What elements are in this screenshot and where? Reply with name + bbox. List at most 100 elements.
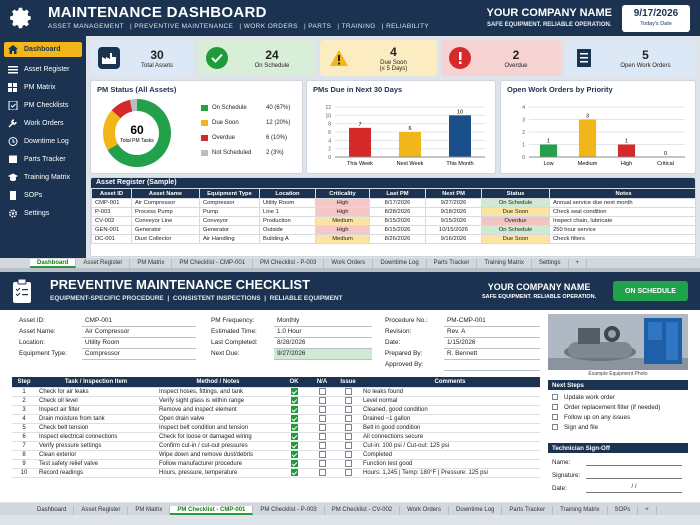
sheet-tab[interactable]: Dashboard <box>30 259 77 268</box>
nav-parts[interactable]: PARTS <box>308 23 332 30</box>
sheet-tab[interactable]: PM Matrix <box>128 506 171 515</box>
issue-checkbox[interactable] <box>344 441 352 449</box>
sidebar-item-pm-matrix[interactable]: PM Matrix <box>4 80 82 95</box>
ok-checkbox[interactable] <box>290 405 298 413</box>
form-value[interactable]: 1.0 Hour <box>274 326 372 338</box>
nav-preventive-maintenance[interactable]: PREVENTIVE MAINTENANCE <box>134 23 234 30</box>
na-checkbox[interactable] <box>318 414 326 422</box>
signoff-date-field[interactable]: / / <box>586 484 682 493</box>
form-value[interactable]: PM-CMP-001 <box>444 315 540 327</box>
form-value[interactable]: 8/28/2026 <box>274 337 372 349</box>
issue-checkbox[interactable] <box>344 468 352 476</box>
form-value[interactable]: Rev. A <box>444 326 540 338</box>
table-row[interactable]: GEN-001 Generator Generator Outside High 8/15… <box>91 225 695 235</box>
sidebar-item-dashboard[interactable]: Dashboard <box>4 42 82 57</box>
form-value[interactable]: CMP-001 <box>82 315 196 327</box>
sheet-tab[interactable]: SOPs <box>608 506 639 515</box>
sidebar-item-downtime-log[interactable]: Downtime Log <box>4 134 82 149</box>
na-checkbox[interactable] <box>318 387 326 395</box>
na-checkbox[interactable] <box>318 423 326 431</box>
na-checkbox[interactable] <box>318 441 326 449</box>
ok-checkbox[interactable] <box>290 414 298 422</box>
issue-checkbox[interactable] <box>344 423 352 431</box>
issue-checkbox[interactable] <box>344 405 352 413</box>
na-checkbox[interactable] <box>318 450 326 458</box>
sheet-tab[interactable]: PM Checklist - P-003 <box>253 506 325 515</box>
issue-checkbox[interactable] <box>344 387 352 395</box>
next-step-checkbox[interactable] <box>552 394 558 400</box>
form-value[interactable]: R. Bennett <box>444 348 540 360</box>
sheet-tab[interactable]: Parts Tracker <box>502 506 554 515</box>
sheet-tab[interactable]: + <box>638 506 657 515</box>
form-value[interactable]: 1/15/2026 <box>444 337 540 349</box>
issue-checkbox[interactable] <box>344 414 352 422</box>
comments[interactable]: Completed <box>360 450 540 460</box>
sheet-tab[interactable]: Settings <box>532 259 569 268</box>
sheet-tab[interactable]: PM Checklist - CMP-001 <box>172 259 254 268</box>
sidebar-item-parts-tracker[interactable]: Parts Tracker <box>4 152 82 167</box>
issue-checkbox[interactable] <box>344 432 352 440</box>
form-value[interactable]: 9/27/2026 <box>274 348 372 360</box>
ok-checkbox[interactable] <box>290 432 298 440</box>
na-checkbox[interactable] <box>318 396 326 404</box>
form-value[interactable] <box>444 359 540 371</box>
nav-training[interactable]: TRAINING <box>341 23 376 30</box>
sheet-tab[interactable]: Downtime Log <box>373 259 427 268</box>
nav-work-orders[interactable]: WORK ORDERS <box>243 23 298 30</box>
sheet-tab[interactable]: Downtime Log <box>449 506 503 515</box>
form-value[interactable]: Utility Room <box>82 337 196 349</box>
issue-checkbox[interactable] <box>344 459 352 467</box>
signoff-name-field[interactable] <box>586 459 682 466</box>
sheet-tab[interactable]: PM Checklist - P-003 <box>253 259 325 268</box>
issue-checkbox[interactable] <box>344 396 352 404</box>
na-checkbox[interactable] <box>318 468 326 476</box>
ok-checkbox[interactable] <box>290 423 298 431</box>
table-row[interactable]: CV-002 Conveyor Line Conveyor Production Med… <box>91 216 695 226</box>
sheet-tab[interactable]: PM Checklist - CV-002 <box>325 506 401 515</box>
sheet-tab[interactable]: PM Checklist - CMP-001 <box>170 506 254 515</box>
ok-checkbox[interactable] <box>290 459 298 467</box>
sheet-tab[interactable]: Asset Register <box>74 506 129 515</box>
sheet-tab[interactable]: Training Matrix <box>477 259 532 268</box>
ok-checkbox[interactable] <box>290 450 298 458</box>
na-checkbox[interactable] <box>318 459 326 467</box>
table-row[interactable]: CMP-001 Air Compressor Compressor Utility R… <box>91 198 695 208</box>
signoff-signature-field[interactable] <box>586 472 682 479</box>
sidebar-item-asset-register[interactable]: Asset Register <box>4 62 82 77</box>
sheet-tab[interactable]: Parts Tracker <box>427 259 478 268</box>
table-row[interactable]: DC-001 Dust Collector Air Handling Building… <box>91 234 695 244</box>
nav-reliability[interactable]: RELIABILITY <box>386 23 430 30</box>
sidebar-item-settings[interactable]: Settings <box>4 206 82 221</box>
next-step-checkbox[interactable] <box>552 424 558 430</box>
sidebar-item-work-orders[interactable]: Work Orders <box>4 116 82 131</box>
comments[interactable]: All connections secure <box>360 432 540 442</box>
form-value[interactable]: Monthly <box>274 315 372 327</box>
na-checkbox[interactable] <box>318 432 326 440</box>
table-row[interactable]: P-003 Process Pump Pump Line 1 High 8/28/2026… <box>91 207 695 217</box>
sheet-tab[interactable]: Work Orders <box>324 259 374 268</box>
comments[interactable]: Cleaned, good condition <box>360 405 540 415</box>
sheet-tab[interactable]: PM Matrix <box>130 259 173 268</box>
sheet-tab[interactable]: Work Orders <box>400 506 450 515</box>
comments[interactable]: Belt in good condition <box>360 423 540 433</box>
sheet-tab[interactable]: Asset Register <box>76 259 131 268</box>
form-value[interactable]: Air Compressor <box>82 326 196 338</box>
ok-checkbox[interactable] <box>290 396 298 404</box>
comments[interactable]: Cut-in: 100 psi / Cut-out: 125 psi <box>360 441 540 451</box>
nav-asset-management[interactable]: ASSET MANAGEMENT <box>48 23 124 30</box>
comments[interactable]: Drained ~1 gallon <box>360 414 540 424</box>
ok-checkbox[interactable] <box>290 468 298 476</box>
ok-checkbox[interactable] <box>290 387 298 395</box>
sheet-tab[interactable]: Training Matrix <box>553 506 608 515</box>
sidebar-item-training-matrix[interactable]: Training Matrix <box>4 170 82 185</box>
comments[interactable]: Function test good <box>360 459 540 469</box>
next-step-checkbox[interactable] <box>552 414 558 420</box>
ok-checkbox[interactable] <box>290 441 298 449</box>
comments[interactable]: No leaks found <box>360 387 540 397</box>
sidebar-item-pm-checklists[interactable]: PM Checklists <box>4 98 82 113</box>
comments[interactable]: Level normal <box>360 396 540 406</box>
issue-checkbox[interactable] <box>344 450 352 458</box>
form-value[interactable]: Compressor <box>82 348 196 360</box>
na-checkbox[interactable] <box>318 405 326 413</box>
on-schedule-button[interactable]: ON SCHEDULE <box>613 281 688 301</box>
